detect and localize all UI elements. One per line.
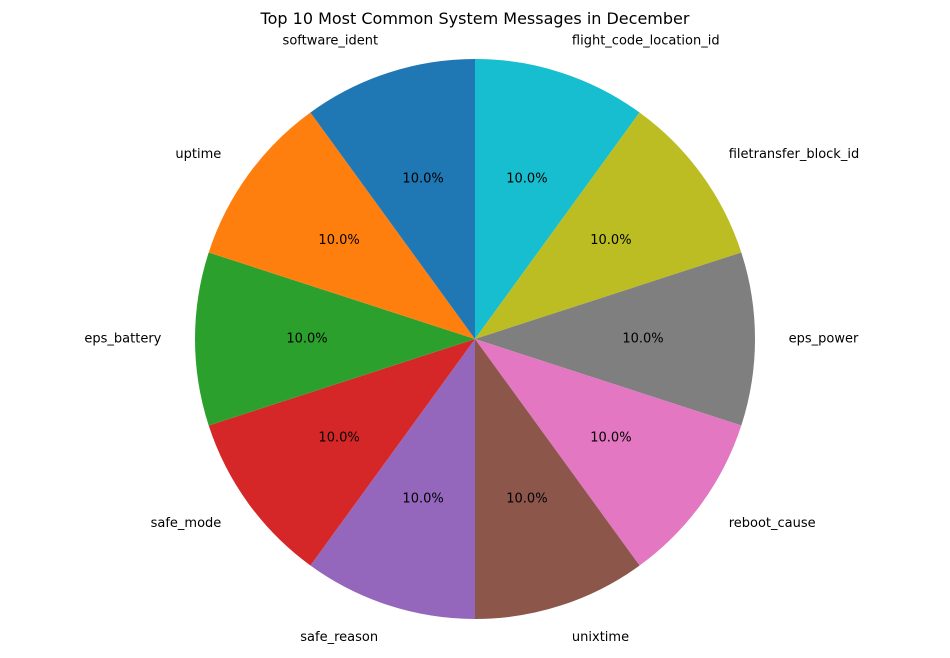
category-label: safe_mode <box>151 516 222 531</box>
percent-label: 10.0% <box>402 172 443 187</box>
category-label: filetransfer_block_id <box>729 147 860 162</box>
pie-slice-safe-reason <box>310 339 475 619</box>
percent-label: 10.0% <box>590 233 631 248</box>
pie-slice-unixtime <box>475 339 640 619</box>
pie-slice-safe-mode <box>208 339 475 566</box>
category-label: flight_code_location_id <box>572 33 720 48</box>
percent-label: 10.0% <box>318 233 359 248</box>
category-label: reboot_cause <box>729 516 816 531</box>
pie-slices <box>194 59 756 619</box>
percent-label: 10.0% <box>506 172 547 187</box>
percent-label: 10.0% <box>506 491 547 506</box>
chart-title: Top 10 Most Common System Messages in De… <box>260 9 690 28</box>
pie-slice-eps-battery <box>194 252 475 426</box>
pie-slice-filetransfer-block-id <box>475 112 742 339</box>
pie-labels: 10.0% flight_code_location_id 10.0% filetra… <box>84 33 859 645</box>
pie-slice-uptime <box>208 112 475 339</box>
pie-slice-eps-power <box>475 252 756 426</box>
pie-slice-software-ident <box>310 59 475 339</box>
percent-label: 10.0% <box>286 332 327 347</box>
category-label: unixtime <box>572 630 629 645</box>
percent-label: 10.0% <box>402 491 443 506</box>
category-label: software_ident <box>283 33 379 48</box>
category-label: eps_battery <box>84 332 161 347</box>
percent-label: 10.0% <box>622 332 663 347</box>
category-label: uptime <box>175 147 221 162</box>
pie-slice-flight-code-location-id <box>475 59 640 339</box>
pie-slice-reboot-cause <box>475 339 742 566</box>
category-label: safe_reason <box>300 630 378 645</box>
percent-label: 10.0% <box>590 430 631 445</box>
category-label: eps_power <box>789 332 859 347</box>
percent-label: 10.0% <box>318 430 359 445</box>
